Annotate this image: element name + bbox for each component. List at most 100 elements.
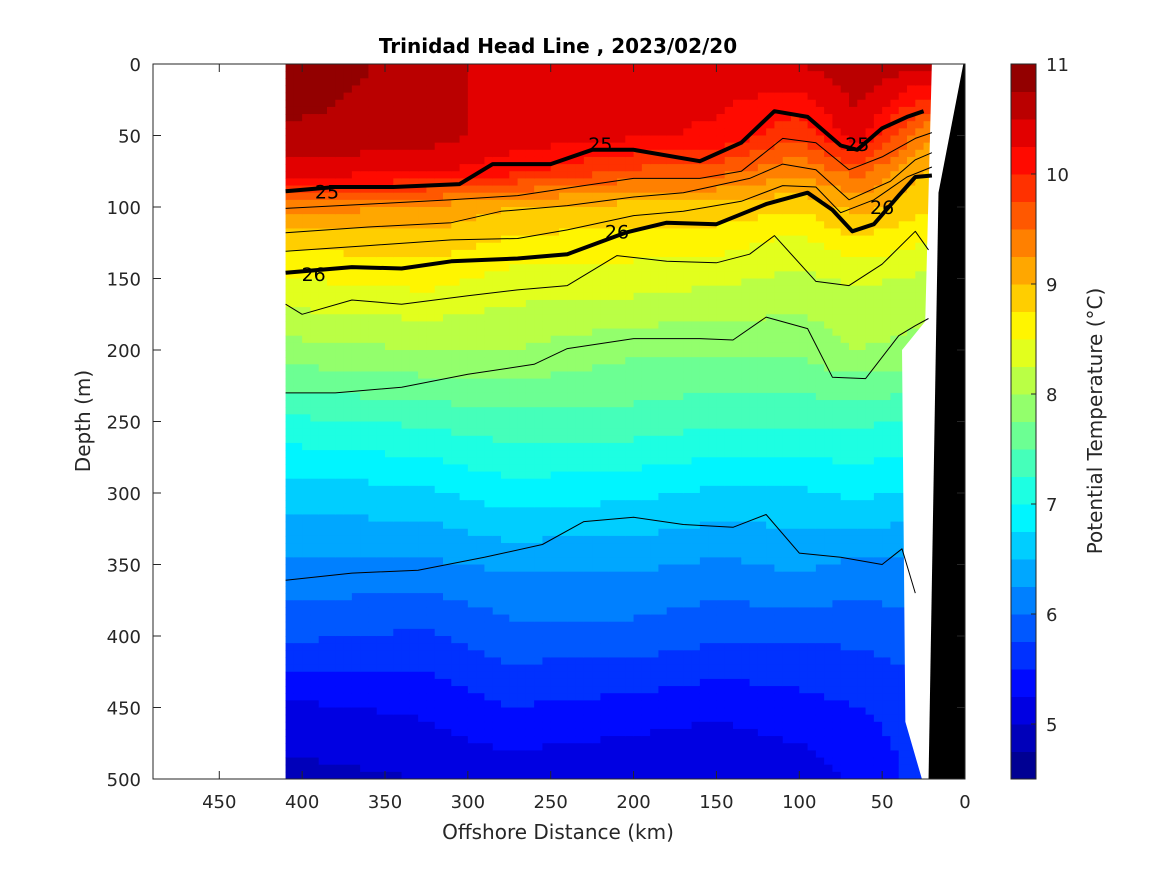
temperature-cell [608, 242, 618, 251]
temperature-cell [484, 528, 494, 537]
temperature-cell [658, 564, 668, 573]
temperature-cell [343, 728, 353, 737]
temperature-cell [567, 121, 577, 129]
temperature-cell [376, 235, 386, 244]
temperature-cell [592, 321, 602, 330]
temperature-cell [675, 593, 684, 601]
temperature-cell [691, 171, 701, 179]
temperature-cell [525, 721, 535, 730]
temperature-cell [351, 364, 361, 373]
temperature-cell [318, 743, 328, 751]
temperature-cell [683, 578, 693, 587]
temperature-cell [401, 314, 411, 322]
temperature-cell [675, 564, 684, 573]
temperature-cell [434, 671, 444, 680]
temperature-cell [666, 721, 676, 730]
temperature-cell [318, 235, 328, 244]
temperature-cell [542, 214, 552, 222]
temperature-cell [459, 400, 469, 408]
temperature-cell [459, 214, 469, 222]
temperature-cell [691, 514, 701, 523]
temperature-cell [376, 500, 386, 508]
temperature-cell [484, 357, 494, 365]
temperature-cell [534, 71, 544, 79]
temperature-cell [675, 407, 684, 415]
temperature-cell [492, 164, 502, 172]
temperature-cell [608, 500, 618, 508]
temperature-cell [285, 471, 295, 480]
temperature-cell [376, 764, 386, 773]
temperature-cell [335, 607, 345, 616]
temperature-cell [641, 228, 651, 237]
temperature-cell [368, 757, 378, 766]
temperature-cell [351, 678, 361, 687]
temperature-cell [393, 192, 403, 201]
temperature-cell [683, 214, 693, 222]
temperature-cell [492, 142, 502, 151]
temperature-cell [443, 64, 452, 72]
temperature-cell [542, 571, 552, 580]
temperature-cell [575, 292, 585, 301]
temperature-cell [434, 471, 444, 480]
temperature-cell [600, 400, 610, 408]
temperature-cell [666, 235, 676, 244]
temperature-cell [691, 457, 701, 465]
temperature-cell [302, 764, 312, 773]
temperature-cell [401, 557, 411, 566]
temperature-cell [385, 557, 394, 566]
temperature-cell [550, 378, 560, 387]
temperature-cell [443, 371, 452, 380]
temperature-cell [409, 249, 419, 258]
temperature-cell [310, 428, 320, 437]
temperature-cell [293, 71, 303, 79]
temperature-cell [310, 728, 320, 737]
temperature-cell [293, 335, 303, 344]
temperature-cell [683, 671, 693, 680]
temperature-cell [426, 235, 436, 244]
temperature-cell [583, 85, 593, 94]
temperature-cell [476, 500, 486, 508]
temperature-cell [583, 257, 593, 265]
temperature-cell [625, 221, 635, 230]
temperature-cell [517, 264, 527, 272]
temperature-cell [509, 543, 519, 551]
temperature-cell [484, 664, 494, 673]
temperature-cell [459, 464, 469, 473]
temperature-cell [509, 678, 519, 687]
temperature-cell [434, 714, 444, 723]
temperature-cell [451, 185, 461, 194]
temperature-cell [476, 71, 486, 79]
temperature-cell [459, 249, 469, 258]
temperature-cell [327, 643, 336, 651]
temperature-cell [451, 757, 461, 766]
temperature-cell [583, 507, 593, 516]
temperature-cell [501, 156, 510, 165]
temperature-cell [376, 564, 386, 573]
temperature-cell [409, 693, 419, 701]
temperature-cell [293, 207, 303, 215]
temperature-cell [633, 571, 643, 580]
temperature-cell [459, 514, 469, 523]
temperature-cell [600, 335, 610, 344]
temperature-cell [443, 728, 452, 737]
temperature-cell [666, 228, 676, 237]
temperature-cell [401, 64, 411, 72]
temperature-cell [509, 264, 519, 272]
temperature-cell [335, 543, 345, 551]
temperature-cell [335, 671, 345, 680]
temperature-cell [302, 650, 312, 659]
temperature-cell [534, 728, 544, 737]
temperature-cell [509, 114, 519, 122]
temperature-cell [360, 364, 370, 373]
temperature-cell [542, 299, 552, 308]
temperature-cell [426, 528, 436, 537]
temperature-cell [376, 257, 386, 265]
temperature-cell [501, 764, 510, 773]
temperature-cell [633, 271, 643, 280]
temperature-cell [368, 400, 378, 408]
temperature-cell [525, 614, 535, 623]
temperature-cell [675, 636, 684, 644]
temperature-cell [567, 335, 577, 344]
temperature-cell [393, 593, 403, 601]
temperature-cell [293, 471, 303, 480]
